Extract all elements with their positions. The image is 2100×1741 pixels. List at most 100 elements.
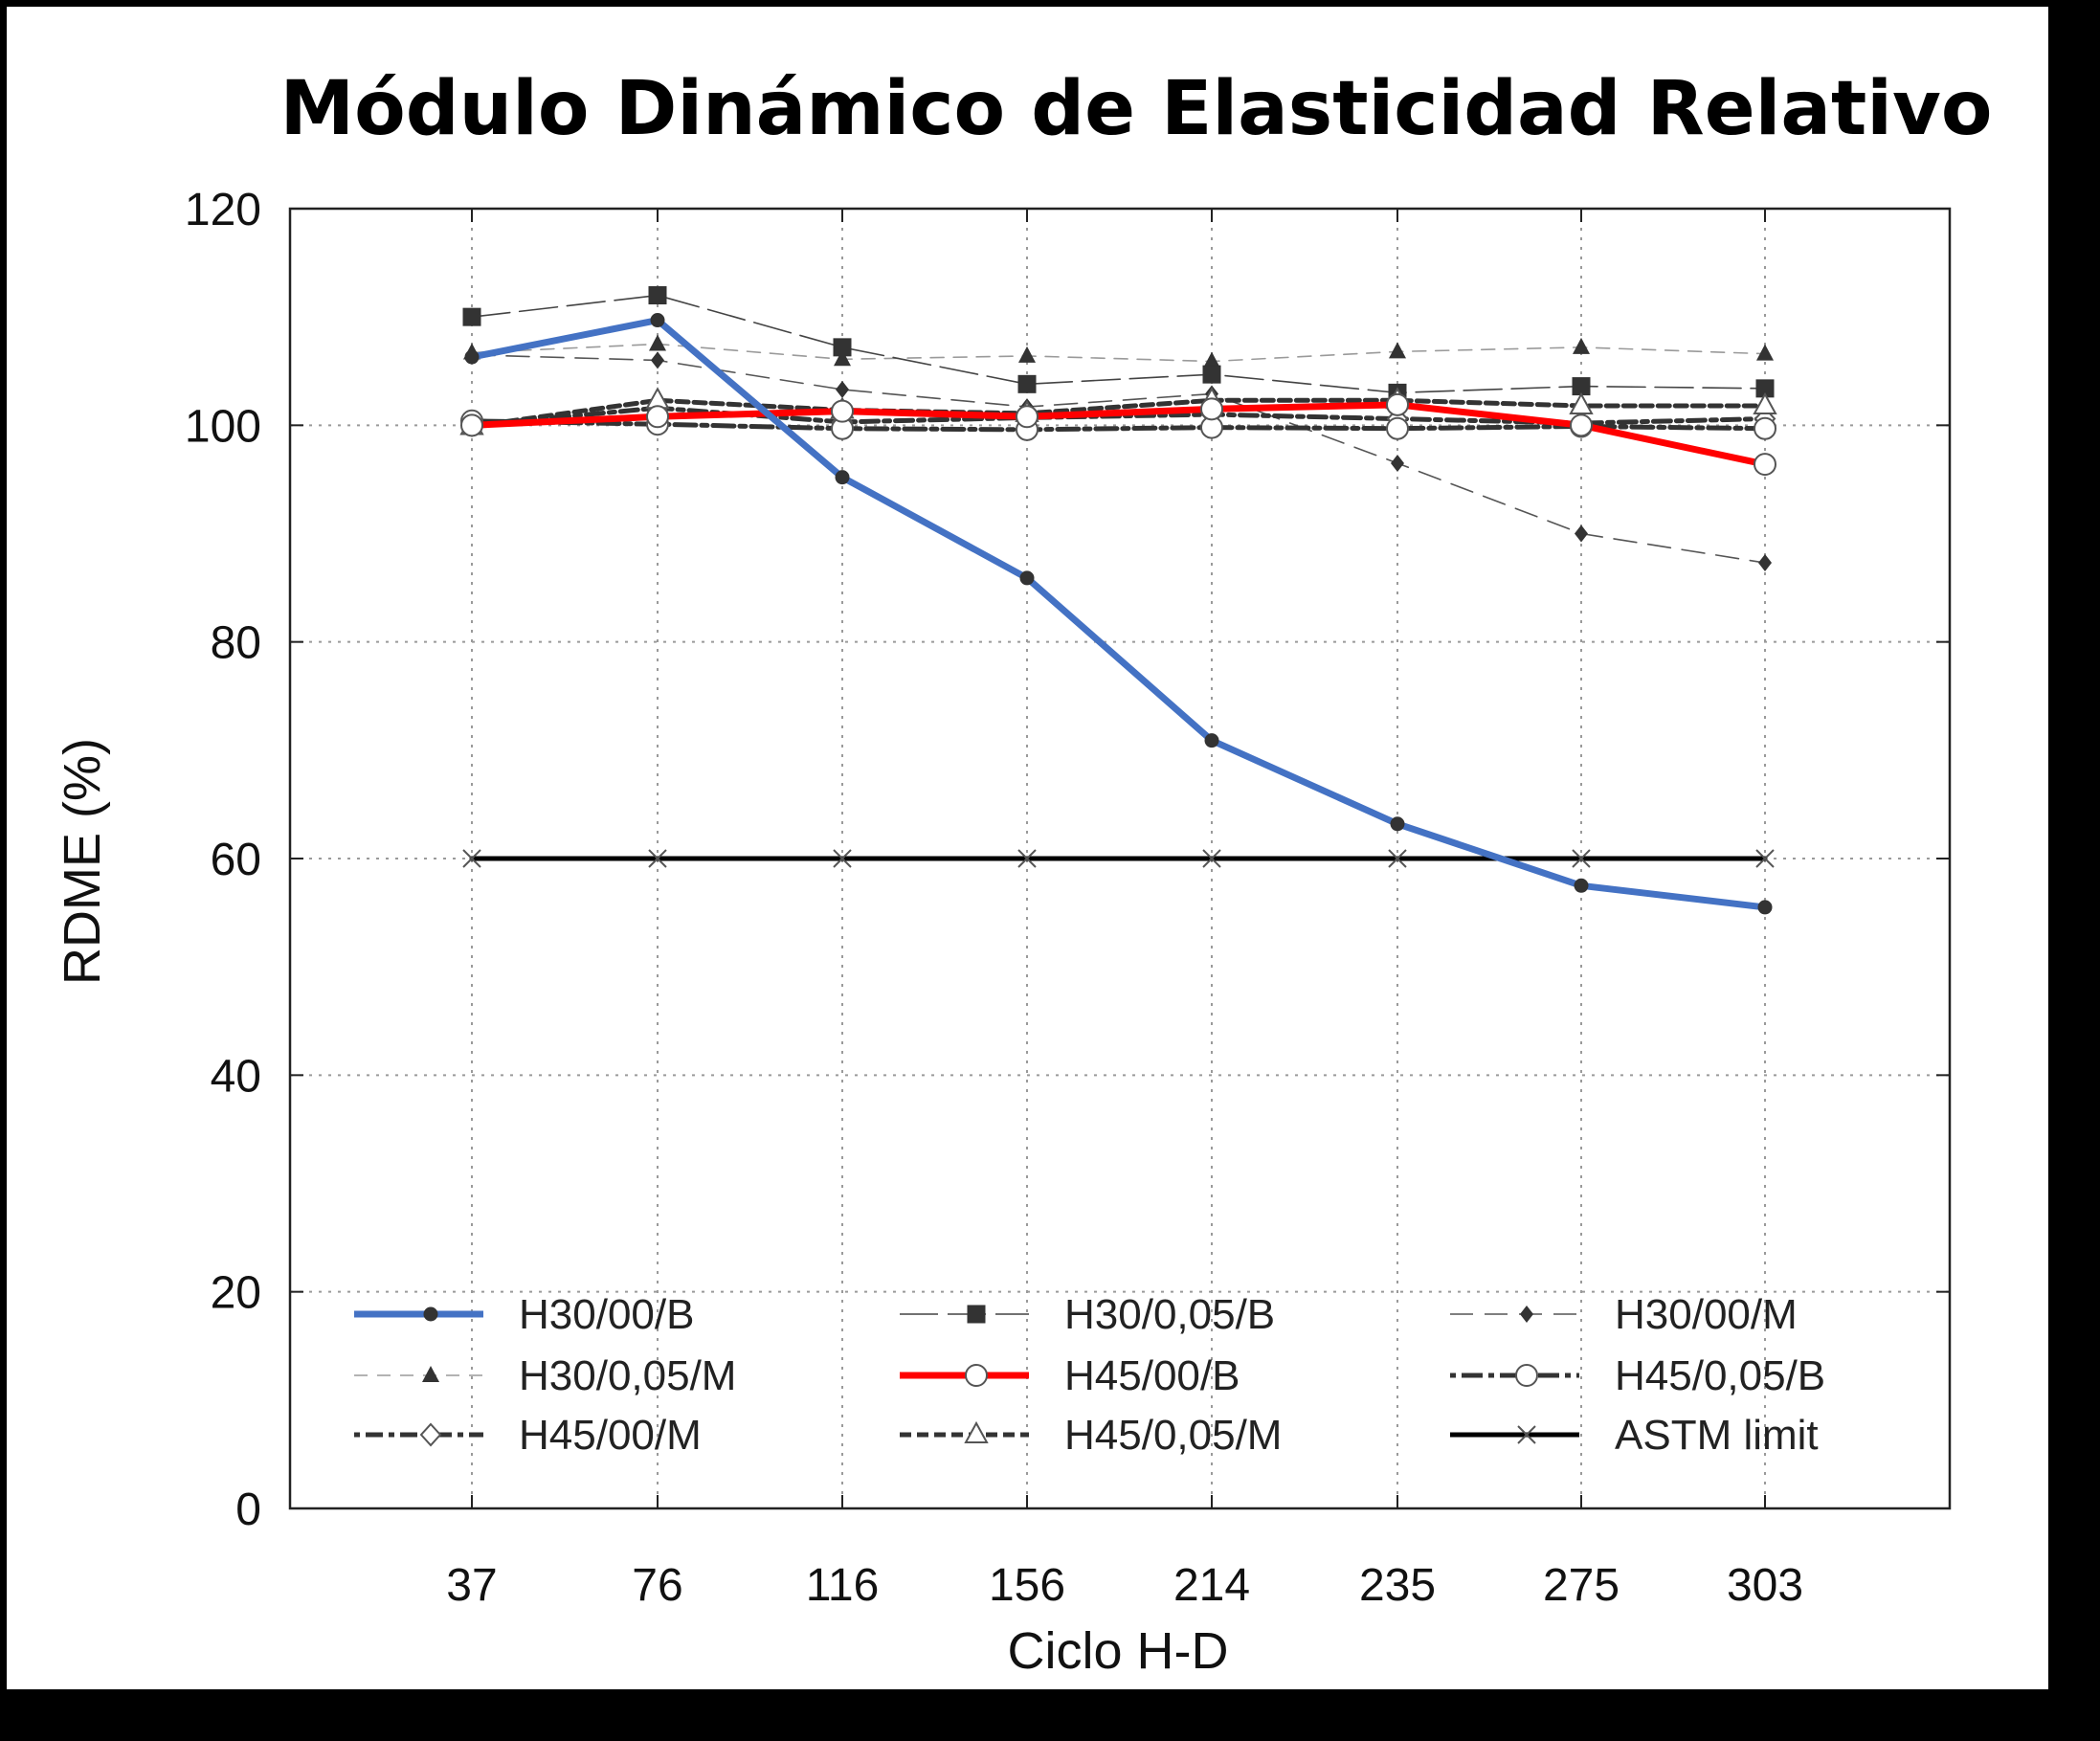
data-point-astm-limit [648, 849, 667, 868]
data-point-h30-00-b [835, 470, 850, 485]
series-h30-00-b [464, 313, 1773, 915]
series-line-h30-00-m [471, 353, 1766, 564]
y-tick-label: 120 [185, 185, 261, 235]
legend-marker-astm-limit [1517, 1425, 1536, 1444]
x-tick-label: 76 [632, 1560, 682, 1611]
data-point-astm-limit [1388, 849, 1407, 868]
legend-label-h45-00-m: H45/00/M [519, 1412, 702, 1459]
data-point-h45-0-05-m [1569, 391, 1594, 414]
data-point-h30-0-05-b [1017, 374, 1037, 393]
x-tick-label: 156 [989, 1560, 1065, 1611]
x-tick-label: 37 [446, 1560, 497, 1611]
data-point-h45-00-b [1386, 392, 1409, 416]
series-astm-limit [462, 849, 1775, 868]
legend-marker-h30-0-05-b [967, 1305, 986, 1324]
x-tick-label: 116 [806, 1560, 880, 1611]
data-point-h30-0-05-m [834, 349, 851, 367]
x-axis-title: Ciclo H-D [1007, 1622, 1228, 1680]
data-point-h45-0-05-b [1754, 416, 1776, 440]
x-tick-label: 275 [1543, 1560, 1620, 1611]
legend-marker-h45-0-05-m [964, 1420, 989, 1443]
data-point-h45-00-b [1570, 413, 1593, 437]
legend-entry-h45-00-m: H45/00/M [354, 1412, 702, 1459]
data-point-h45-0-05-m [1753, 391, 1777, 414]
data-point-h30-00-m [651, 351, 664, 369]
data-point-h30-0-05-m [1389, 342, 1406, 359]
y-tick-label: 100 [185, 401, 261, 452]
data-point-h30-0-05-m [649, 334, 666, 351]
data-point-h45-00-b [460, 413, 483, 437]
data-point-astm-limit [462, 849, 481, 868]
data-point-h45-0-05-b [1386, 416, 1409, 440]
data-point-h30-0-05-m [1018, 346, 1036, 363]
series-line-h30-00-b [468, 317, 1769, 911]
legend-entry-h45-00-b: H45/00/B [900, 1352, 1240, 1399]
legend-marker-h30-0-05-m [422, 1366, 439, 1382]
data-point-astm-limit [1202, 849, 1221, 868]
legend-entry-h30-0-05-m: H30/0,05/M [354, 1352, 736, 1399]
data-point-astm-limit [1755, 849, 1775, 868]
data-point-h30-00-b [1757, 900, 1773, 915]
data-point-h30-00-b [650, 313, 665, 328]
y-tick-label: 20 [211, 1268, 261, 1319]
legend-entry-h30-00-m: H30/00/M [1450, 1291, 1798, 1338]
legend-label-h45-00-b: H45/00/B [1064, 1352, 1240, 1399]
data-point-h30-0-05-b [833, 338, 852, 357]
y-tick-label: 80 [211, 618, 261, 669]
legend-marker-h45-00-b [965, 1364, 988, 1387]
legend-marker-h45-0-05-b [1515, 1364, 1538, 1387]
legend-label-h30-0-05-b: H30/0,05/B [1064, 1291, 1275, 1338]
y-tick-label: 60 [211, 835, 261, 885]
legend-entry-h45-0-05-m: H45/0,05/M [900, 1412, 1282, 1459]
x-tick-label: 214 [1173, 1560, 1250, 1611]
y-axis-title: RDME (%) [54, 738, 111, 985]
data-point-h45-00-b [1754, 453, 1776, 477]
x-tick-label: 303 [1727, 1560, 1803, 1611]
data-point-h45-00-b [646, 405, 669, 429]
data-point-h45-00-b [1200, 397, 1223, 421]
data-point-h30-00-b [1204, 733, 1219, 748]
data-point-h45-00-b [1016, 405, 1039, 429]
legend-label-h30-00-b: H30/00/B [519, 1291, 694, 1338]
legend-label-h30-00-m: H30/00/M [1615, 1291, 1798, 1338]
legend-marker-h30-00-m [1520, 1306, 1533, 1323]
data-point-h30-00-m [1758, 554, 1772, 572]
legend-entry-h45-0-05-b: H45/0,05/B [1450, 1352, 1825, 1399]
data-point-h30-00-b [1019, 570, 1035, 586]
plot-border [288, 207, 1952, 1510]
chart-title: Módulo Dinámico de Elasticidad Relativo [280, 66, 1993, 152]
data-point-h30-00-m [1391, 454, 1404, 472]
y-tick-label: 0 [235, 1484, 261, 1535]
series-h45-00-b [460, 392, 1776, 477]
legend-entry-h30-00-b: H30/00/B [354, 1291, 694, 1338]
data-point-h30-00-m [1575, 525, 1588, 543]
x-tick-label: 235 [1359, 1560, 1436, 1611]
series-line-h45-0-05-b [469, 418, 1768, 433]
legend-entry-h30-0-05-b: H30/0,05/B [900, 1291, 1275, 1338]
data-point-h30-00-b [1390, 816, 1405, 832]
series-line-h45-00-b [468, 401, 1769, 468]
data-point-h30-00-m [836, 380, 849, 398]
legend-marker-h45-00-m [419, 1422, 442, 1447]
data-point-h30-00-b [1574, 878, 1589, 893]
data-point-h30-0-05-m [1573, 337, 1590, 354]
data-point-h30-0-05-m [1756, 344, 1774, 361]
legend-label-h45-0-05-m: H45/0,05/M [1064, 1412, 1282, 1459]
series-line-h45-0-05-m [469, 397, 1768, 429]
data-point-h30-00-b [464, 349, 480, 365]
legend-marker-h30-00-b [423, 1306, 438, 1322]
legend-label-h30-0-05-m: H30/0,05/M [519, 1352, 736, 1399]
data-point-h30-0-05-b [648, 286, 667, 305]
y-tick-label: 40 [211, 1051, 261, 1102]
data-point-h45-00-b [831, 399, 854, 423]
data-point-astm-limit [1572, 849, 1591, 868]
series-line-h30-0-05-b [471, 294, 1766, 394]
data-point-astm-limit [833, 849, 852, 868]
data-point-h30-0-05-m [1203, 351, 1220, 368]
legend-label-astm-limit: ASTM limit [1615, 1412, 1819, 1459]
legend: H30/00/B H30/0,05/M H45/00/M H30/0,05/B H45/… [354, 1291, 1825, 1459]
data-point-h30-0-05-b [462, 307, 481, 326]
data-point-h30-0-05-b [1202, 365, 1221, 384]
plot-area: 0 20 40 60 80 100 120 37 76 116 156 214 235 275 303 [185, 185, 1952, 1611]
